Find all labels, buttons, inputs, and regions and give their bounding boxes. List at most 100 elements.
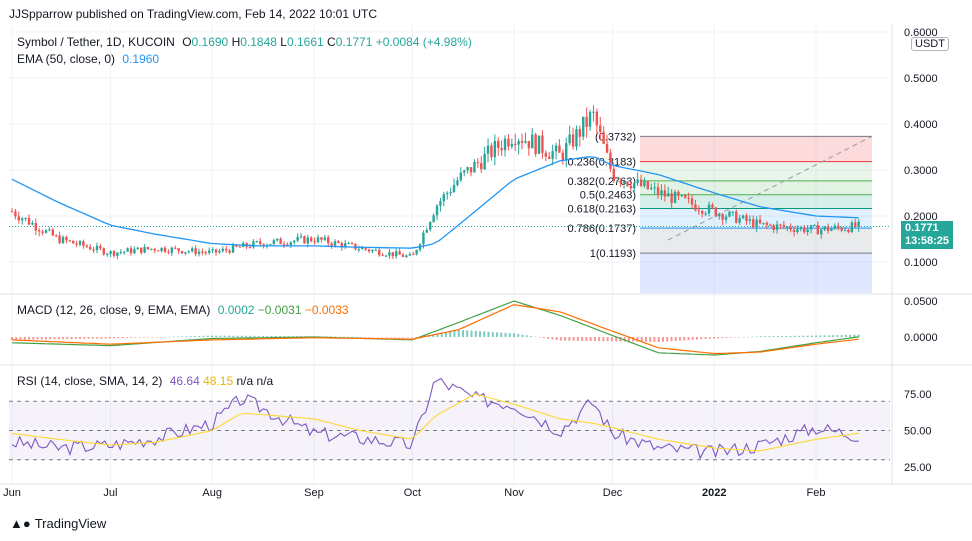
macd-histogram-bar — [172, 336, 175, 338]
macd-histogram-bar — [113, 337, 116, 339]
candle-body — [289, 242, 293, 246]
candle-body — [704, 213, 707, 215]
candle-body — [296, 237, 299, 241]
candle-body — [225, 248, 228, 251]
fib-level-label: 0.382(0.2763) — [568, 176, 637, 188]
macd-histogram-bar — [721, 337, 724, 339]
chart-canvas[interactable]: (0.3732) 0.236(0.3183) 0.382(0.2763) 0.5(0.… — [0, 24, 972, 514]
candle-body — [398, 251, 401, 255]
candle-body — [95, 245, 99, 251]
low-value: 0.1661 — [286, 35, 324, 49]
price-tick-label: 0.1000 — [904, 257, 938, 269]
macd-histogram-bar — [517, 334, 520, 337]
candle-body — [14, 211, 17, 217]
candle-body — [490, 145, 493, 158]
candle-body — [857, 221, 860, 228]
candle-body — [660, 190, 663, 195]
candle-body — [466, 167, 469, 171]
macd-histogram-bar — [704, 337, 707, 340]
candle-body — [585, 116, 588, 127]
candle-body — [248, 246, 252, 248]
candle-body — [537, 135, 541, 154]
tradingview-footer[interactable]: ▲● TradingView — [10, 516, 106, 531]
macd-histogram-bar — [644, 337, 647, 342]
candle-body — [408, 254, 412, 256]
currency-badge[interactable]: USDT — [911, 37, 949, 51]
candle-body — [612, 168, 616, 181]
candle-body — [208, 250, 211, 253]
tradingview-logo-icon: ▲● — [10, 516, 31, 531]
ema-value: 0.1960 — [122, 52, 160, 66]
candle-body — [449, 192, 452, 194]
candle-body — [405, 255, 408, 258]
candle-body — [133, 249, 136, 254]
candle-body — [684, 195, 687, 198]
macd-histogram-bar — [236, 335, 239, 337]
candle-body — [51, 229, 55, 236]
macd-histogram-bar — [772, 336, 775, 337]
last-price-value: 0.1771 — [905, 222, 939, 234]
candle-body — [616, 180, 619, 182]
candle-body — [656, 187, 660, 195]
macd-histogram-bar — [359, 336, 362, 338]
symbol-legend[interactable]: Symbol / Tether, 1D, KUCOIN O0.1690 H0.1… — [17, 35, 472, 49]
candle-body — [483, 153, 486, 170]
ema-legend[interactable]: EMA (50, close, 0) 0.1960 — [17, 52, 159, 66]
candle-body — [558, 145, 561, 153]
candle-body — [456, 180, 459, 185]
macd-histogram-bar — [185, 336, 188, 337]
candle-body — [330, 243, 333, 246]
candle-body — [129, 248, 133, 254]
open-label: O — [182, 35, 192, 49]
macd-legend[interactable]: MACD (12, 26, close, 9, EMA, EMA) 0.0002… — [17, 303, 349, 317]
candle-body — [476, 161, 480, 164]
macd-histogram-bar — [461, 330, 464, 337]
macd-histogram-bar — [32, 337, 35, 340]
macd-histogram-bar — [695, 337, 698, 340]
candle-body — [235, 244, 238, 247]
macd-histogram-bar — [79, 337, 82, 339]
macd-label: MACD (12, 26, close, 9, EMA, EMA) — [17, 303, 211, 317]
candle-body — [531, 134, 534, 149]
macd-histogram-bar — [819, 335, 822, 337]
macd-histogram-bar — [147, 337, 150, 338]
candle-body — [541, 135, 544, 153]
candle-body — [143, 246, 146, 253]
candle-body — [588, 112, 592, 127]
macd-histogram-bar — [287, 336, 290, 337]
candle-body — [524, 141, 527, 143]
macd-histogram-bar — [66, 337, 69, 340]
macd-histogram-bar — [87, 337, 90, 339]
rsi-legend[interactable]: RSI (14, close, SMA, 14, 2) 46.64 48.15 … — [17, 374, 273, 388]
candle-body — [551, 151, 554, 159]
candle-body — [463, 170, 466, 173]
candle-body — [327, 237, 330, 244]
macd-histogram-bar — [640, 337, 643, 342]
time-tick-label: Feb — [807, 487, 826, 499]
candle-body — [762, 222, 765, 224]
macd-histogram-bar — [619, 337, 622, 342]
macd-histogram-bar — [198, 335, 201, 337]
macd-histogram-bar — [483, 331, 486, 337]
candle-body — [388, 252, 391, 256]
candle-body — [514, 143, 517, 145]
candle-body — [112, 251, 116, 256]
macd-histogram-bar — [525, 335, 528, 337]
candle-body — [544, 152, 548, 157]
candle-body — [741, 215, 745, 219]
fib-level-label: (0.3732) — [595, 131, 636, 143]
macd-histogram-bar — [266, 335, 269, 337]
macd-histogram-bar — [513, 333, 516, 337]
candle-body — [707, 204, 711, 214]
macd-histogram-bar — [28, 337, 31, 340]
macd-histogram-bar — [734, 337, 737, 338]
macd-histogram-bar — [747, 336, 750, 338]
macd-histogram-bar — [291, 336, 294, 337]
candle-body — [711, 204, 714, 208]
macd-histogram-bar — [572, 337, 575, 341]
candle-body — [367, 249, 371, 252]
high-label: H — [231, 35, 241, 49]
macd-histogram-bar — [36, 337, 39, 340]
macd-histogram-bar — [181, 336, 184, 337]
candle-body — [31, 223, 34, 225]
